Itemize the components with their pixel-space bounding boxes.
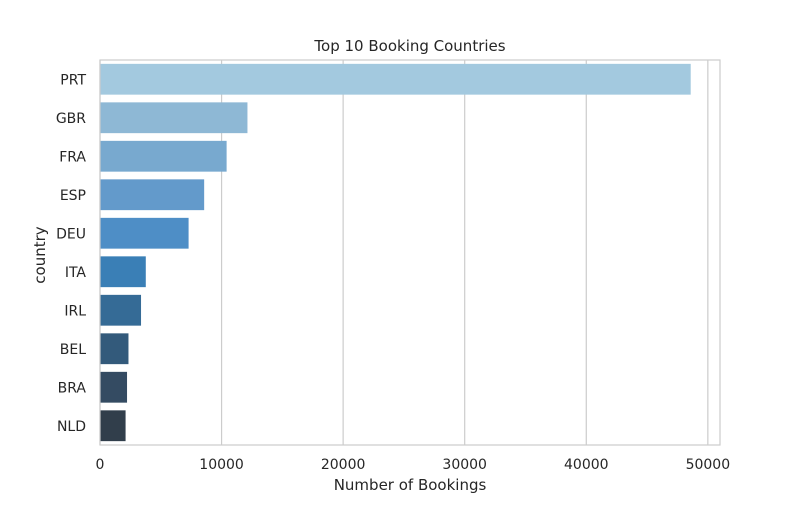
bar-gbr <box>100 102 248 134</box>
bar-deu <box>100 217 189 249</box>
chart-title: Top 10 Booking Countries <box>313 37 505 55</box>
y-tick-label: PRT <box>60 72 86 88</box>
bar-nld <box>100 410 126 442</box>
y-tick-label: BRA <box>58 380 87 396</box>
y-tick-label: DEU <box>56 226 86 242</box>
x-tick-label: 50000 <box>686 457 731 473</box>
y-axis-label: country <box>31 226 49 283</box>
bar-prt <box>100 63 691 95</box>
bars <box>100 63 691 442</box>
y-tick-label: BEL <box>60 342 86 358</box>
bar-irl <box>100 294 142 326</box>
bar-esp <box>100 179 205 211</box>
x-tick-label: 30000 <box>442 457 487 473</box>
y-tick-label: GBR <box>56 111 86 127</box>
bar-bel <box>100 333 129 365</box>
x-tick-label: 0 <box>96 457 105 473</box>
x-tick-label: 40000 <box>564 457 609 473</box>
x-tick-label: 10000 <box>199 457 244 473</box>
y-tick-label: NLD <box>57 419 86 435</box>
y-tick-labels: PRT GBR FRA ESP DEU ITA IRL BEL BRA NLD <box>56 72 87 435</box>
x-axis-label: Number of Bookings <box>334 476 487 494</box>
bar-ita <box>100 256 146 288</box>
y-tick-label: ESP <box>60 188 86 204</box>
y-tick-label: FRA <box>59 149 86 165</box>
y-tick-label: ITA <box>65 265 87 281</box>
bar-bra <box>100 371 128 403</box>
x-tick-label: 20000 <box>321 457 366 473</box>
plot-frame <box>99 59 721 446</box>
x-tick-labels: 0 10000 20000 30000 40000 50000 <box>96 457 731 473</box>
bar-fra <box>100 140 227 172</box>
y-tick-label: IRL <box>64 303 86 319</box>
